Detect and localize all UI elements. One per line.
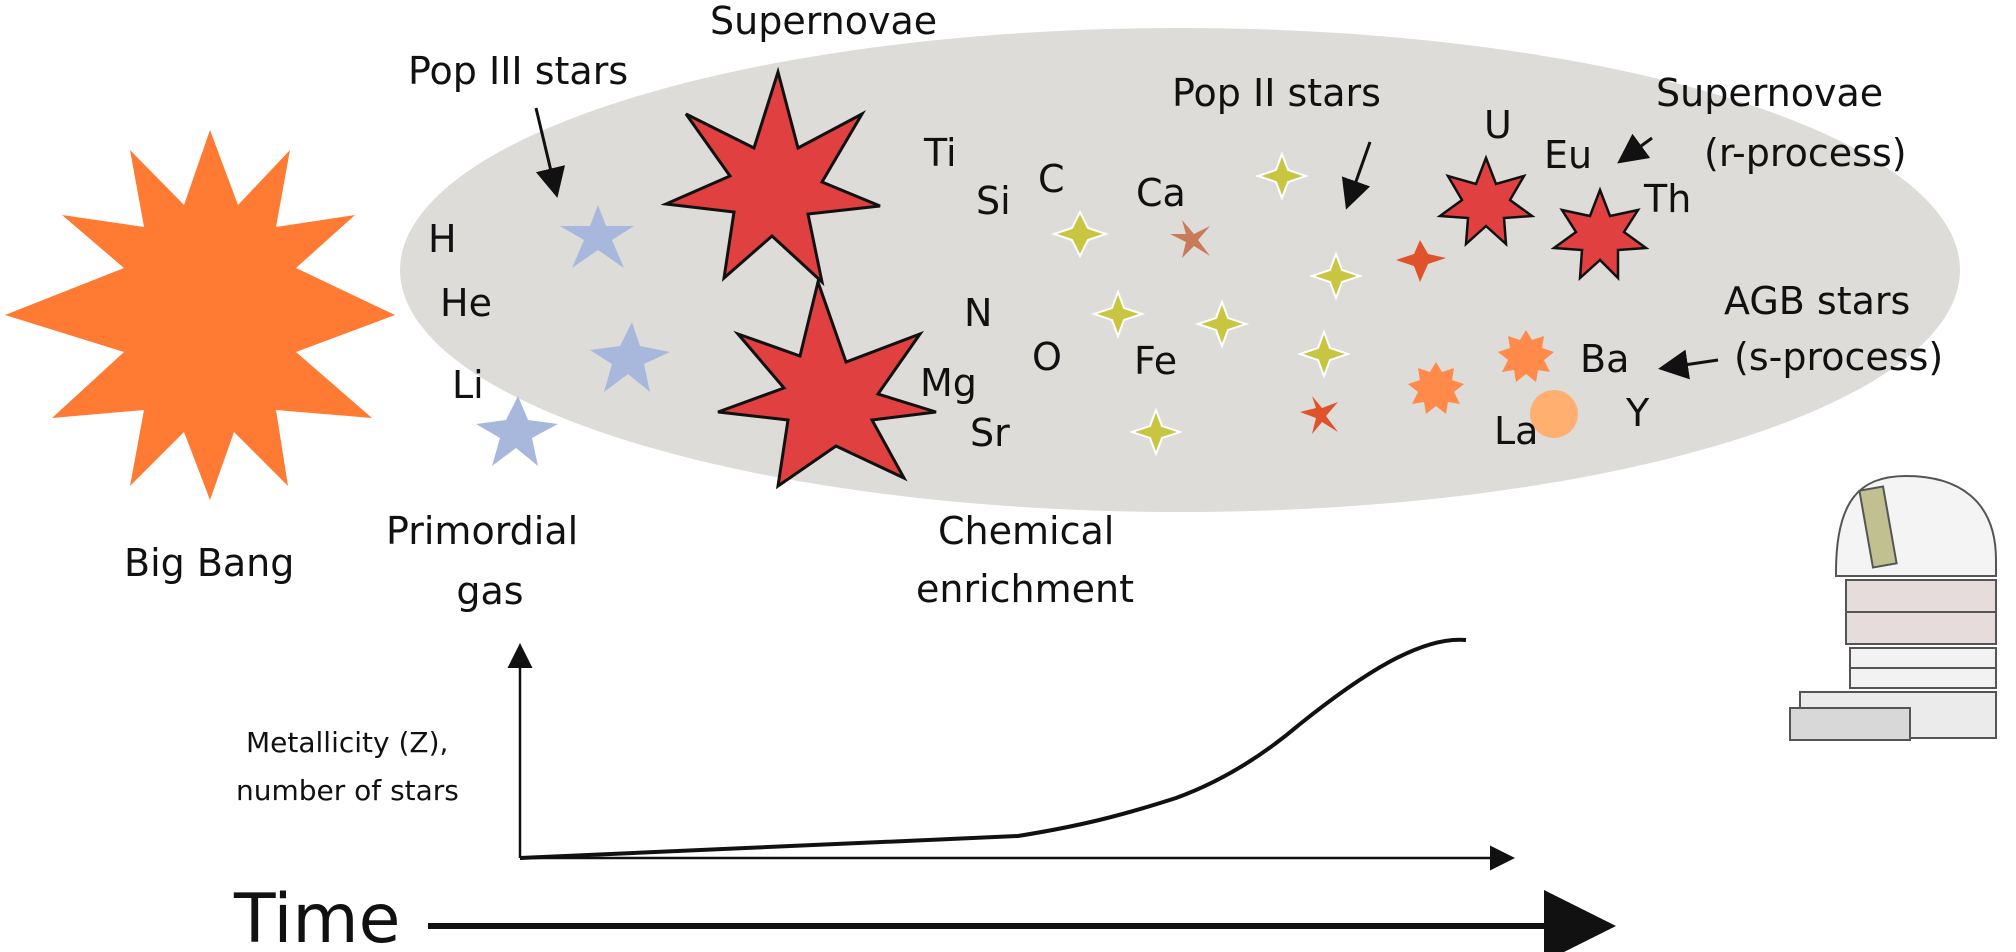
supernovae-r-arrow bbox=[1617, 133, 1653, 164]
element-N: N bbox=[964, 291, 992, 335]
element-U: U bbox=[1484, 103, 1512, 147]
element-Eu: Eu bbox=[1544, 133, 1592, 177]
element-Mg: Mg bbox=[920, 361, 977, 405]
y-axis-label-1: Metallicity (Z), bbox=[246, 726, 448, 759]
element-La: La bbox=[1494, 409, 1538, 453]
pop3-star-icon bbox=[560, 205, 634, 268]
chemical-enrichment-label-1: Chemical bbox=[938, 509, 1114, 553]
y-axis-label-2: number of stars bbox=[236, 774, 459, 807]
big-bang-burst-icon bbox=[5, 130, 395, 500]
pop3-star-icon bbox=[590, 322, 670, 392]
agb-arrow bbox=[1658, 349, 1719, 380]
agb-label-2: (s-process) bbox=[1734, 335, 1943, 379]
element-Sr: Sr bbox=[970, 411, 1010, 455]
pop2-star-icon bbox=[1194, 299, 1250, 349]
supernovae-r-label-1: Supernovae bbox=[1656, 71, 1883, 115]
big-bang-label: Big Bang bbox=[124, 541, 294, 585]
element-C: C bbox=[1038, 157, 1065, 201]
pop2-star-icon bbox=[1050, 209, 1110, 259]
metallicity-graph bbox=[507, 637, 1515, 871]
supernova-star-icon bbox=[660, 66, 881, 287]
primordial-gas-label-2: gas bbox=[456, 569, 523, 613]
element-O: O bbox=[1032, 335, 1062, 379]
element-H: H bbox=[428, 217, 457, 261]
agb-star-icon bbox=[1530, 390, 1578, 438]
agb-star-icon bbox=[1408, 362, 1464, 414]
element-labels: H He Li Ti Si C Ca N O Mg Sr Fe U Eu Th … bbox=[428, 103, 1691, 455]
observatory-icon bbox=[1789, 474, 1997, 741]
r-process-star-icon bbox=[1550, 186, 1650, 282]
supernovae-label: Supernovae bbox=[710, 0, 937, 43]
supernovae-r-label-2: (r-process) bbox=[1704, 131, 1907, 175]
cross-star-icon bbox=[1300, 396, 1338, 434]
pop3-arrow bbox=[534, 107, 566, 198]
element-Ti: Ti bbox=[923, 131, 957, 175]
agb-label-1: AGB stars bbox=[1724, 279, 1910, 323]
pop2-star-icon bbox=[1254, 151, 1310, 201]
element-He: He bbox=[440, 281, 492, 325]
element-Li: Li bbox=[452, 363, 484, 407]
pop2-star-icon bbox=[1090, 289, 1146, 339]
pop3-star-icon bbox=[476, 396, 558, 466]
supernova-star-icon bbox=[717, 276, 937, 490]
primordial-gas-label-1: Primordial bbox=[386, 509, 578, 553]
pop2-star-icon bbox=[1308, 251, 1364, 301]
r-process-star-icon bbox=[1436, 154, 1536, 248]
pop2-label: Pop II stars bbox=[1172, 71, 1381, 115]
element-Y: Y bbox=[1625, 391, 1650, 435]
chemical-enrichment-label-2: enrichment bbox=[916, 567, 1134, 611]
metallicity-curve bbox=[519, 637, 1467, 860]
pointer-arrows bbox=[534, 107, 1719, 380]
cross-star-icon bbox=[1396, 240, 1446, 282]
element-Ca: Ca bbox=[1136, 171, 1186, 215]
element-Fe: Fe bbox=[1134, 339, 1177, 383]
element-Th: Th bbox=[1643, 177, 1691, 221]
pop2-arrow bbox=[1341, 141, 1372, 210]
element-Si: Si bbox=[976, 179, 1011, 223]
pop3-label: Pop III stars bbox=[408, 49, 628, 93]
cross-star-icon bbox=[1170, 220, 1210, 258]
pop2-star-icon bbox=[1296, 329, 1352, 379]
time-label: Time bbox=[233, 880, 400, 952]
pop2-stars bbox=[1050, 151, 1364, 457]
pop2-star-icon bbox=[1128, 407, 1184, 457]
agb-star-icon bbox=[1498, 330, 1554, 382]
agb-stars bbox=[1408, 330, 1578, 438]
element-Ba: Ba bbox=[1580, 337, 1629, 381]
